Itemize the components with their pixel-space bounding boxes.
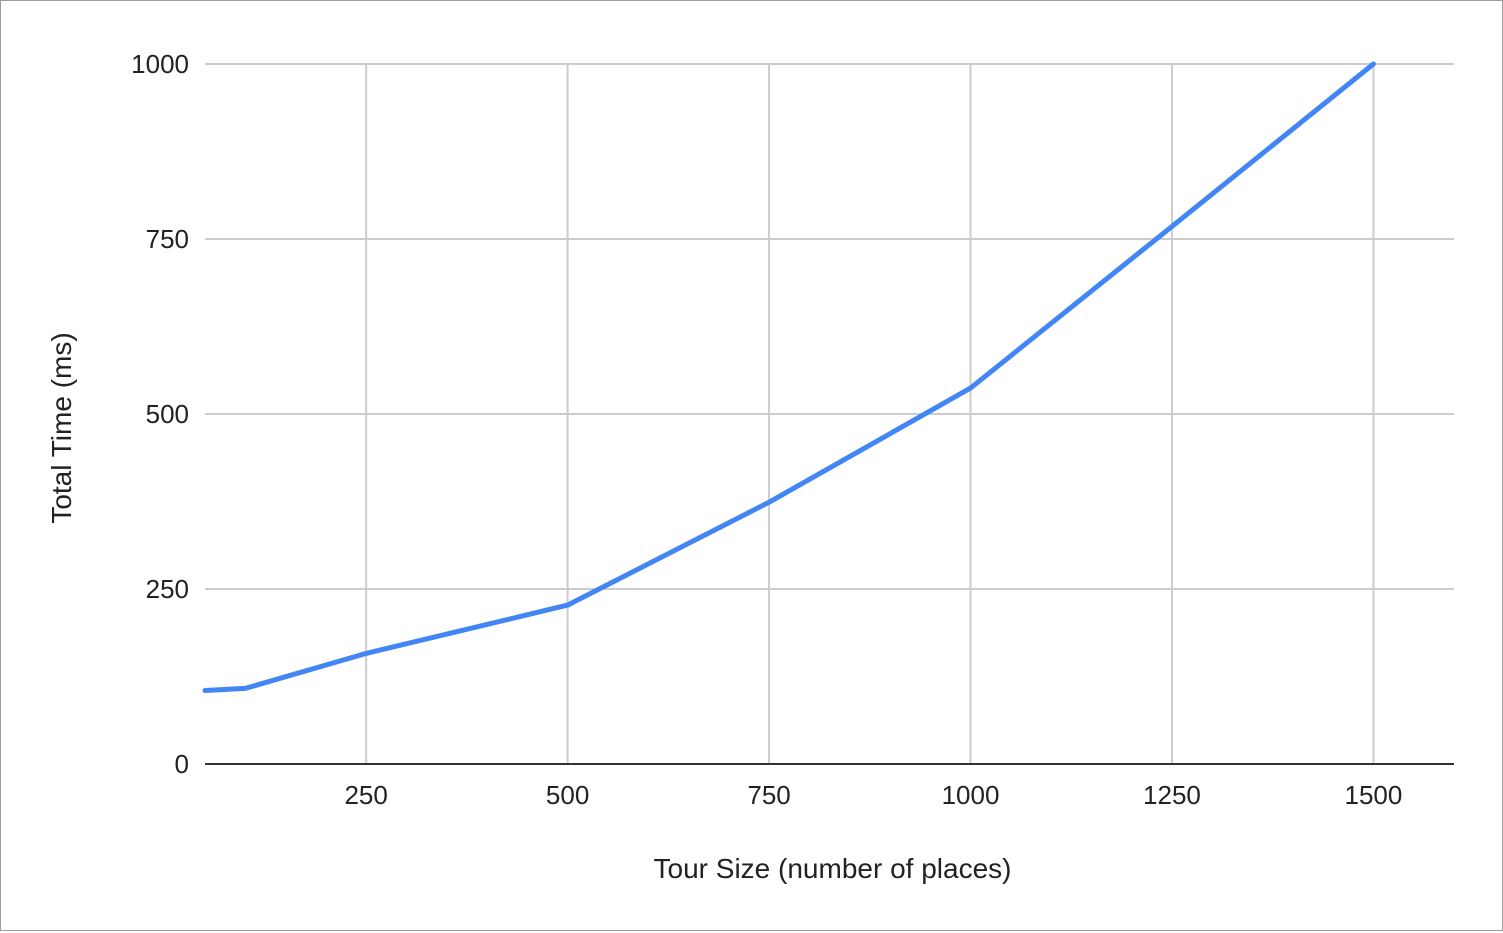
tick-labels: 0 250 500 750 1000 250 500 750 1000 1250 1500 <box>131 49 1402 810</box>
series-line <box>202 61 1376 693</box>
x-axis-title: Tour Size (number of places) <box>654 853 1012 884</box>
x-tick-label: 1250 <box>1143 780 1201 810</box>
series-lines <box>202 61 1376 693</box>
x-tick-label: 250 <box>344 780 387 810</box>
y-tick-label: 500 <box>146 399 189 429</box>
gridlines <box>205 63 1454 764</box>
y-tick-label: 250 <box>146 574 189 604</box>
x-tick-label: 1000 <box>942 780 1000 810</box>
x-tick-label: 500 <box>546 780 589 810</box>
x-tick-label: 750 <box>747 780 790 810</box>
y-tick-label: 0 <box>175 749 189 779</box>
y-tick-label: 750 <box>146 224 189 254</box>
y-tick-label: 1000 <box>131 49 189 79</box>
y-axis-title: Total Time (ms) <box>46 332 77 523</box>
x-tick-label: 1500 <box>1344 780 1402 810</box>
